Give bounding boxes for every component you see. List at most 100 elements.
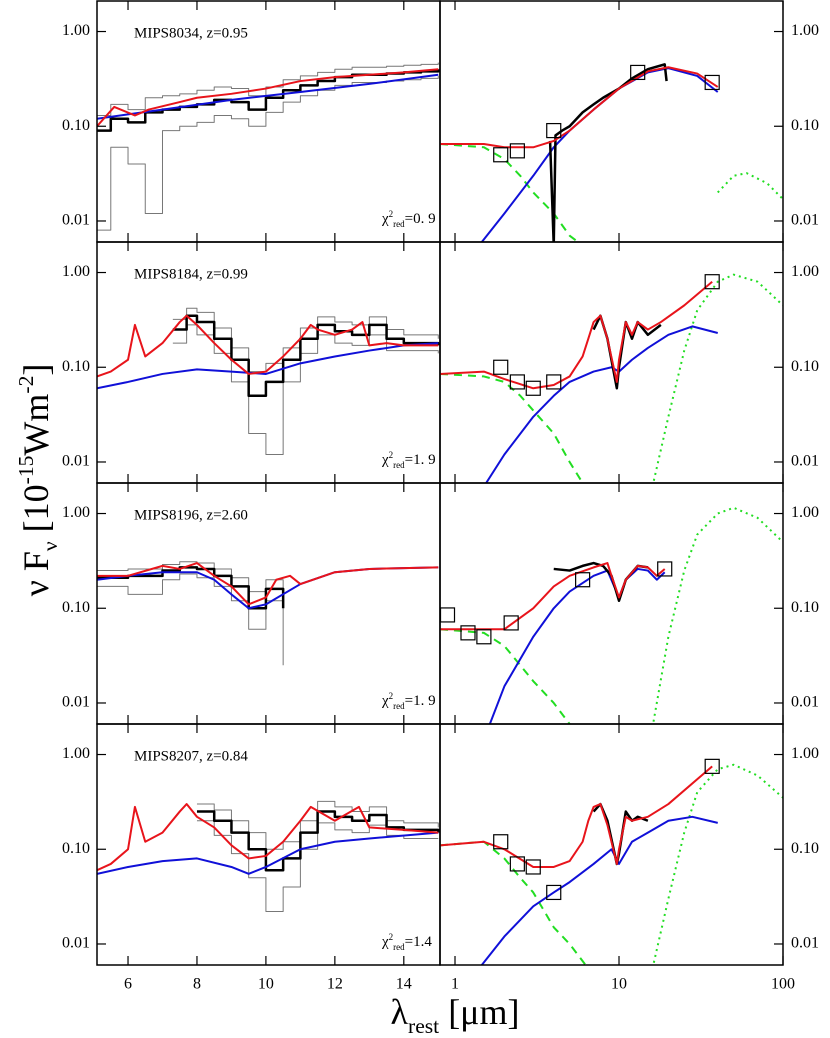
x-tick-label: 14 xyxy=(396,976,412,993)
panel xyxy=(440,273,783,483)
y-tick-label: 1.00 xyxy=(791,745,819,762)
panel-title: MIPS8034, z=0.95 xyxy=(134,25,248,41)
panel-frame xyxy=(439,482,784,725)
panel-frame xyxy=(439,0,784,243)
spectrum-line xyxy=(97,573,284,666)
spectrum-line xyxy=(97,69,440,132)
y-tick-label: 0.01 xyxy=(62,212,90,229)
x-tick-label: 100 xyxy=(771,976,795,993)
label-part: 2 xyxy=(389,209,394,219)
spectrum-line xyxy=(97,803,439,872)
label-part: [10 xyxy=(16,484,56,541)
panel xyxy=(97,561,439,666)
panel xyxy=(440,63,783,242)
photometry-point xyxy=(546,122,562,139)
y-tick-label: 1.00 xyxy=(791,22,819,39)
spectrum-line xyxy=(97,73,439,120)
photometry-point xyxy=(525,859,541,875)
y-tick-label: 1.00 xyxy=(62,504,90,521)
label-part: [μm] xyxy=(439,992,519,1032)
spectrum-line xyxy=(172,314,440,398)
y-tick-label: 1.00 xyxy=(62,22,90,39)
panel xyxy=(440,506,783,724)
x-tick-label: 10 xyxy=(611,976,627,993)
label-part: rest xyxy=(408,1014,439,1038)
panel xyxy=(97,62,440,231)
spectrum-line xyxy=(440,765,713,868)
spectrum-line xyxy=(97,68,439,127)
y-tick-label: 0.01 xyxy=(791,212,819,229)
y-tick-label: 0.01 xyxy=(791,453,819,470)
x-tick-label: 10 xyxy=(258,976,274,993)
spectrum-line xyxy=(488,567,666,724)
chi-label: χ2red=1. 9 xyxy=(381,691,436,711)
x-tick-label: 8 xyxy=(193,976,201,993)
spectrum-line xyxy=(440,840,587,965)
y-tick-label: 0.01 xyxy=(791,694,819,711)
chi-label: χ2red=1.4 xyxy=(381,932,432,952)
x-tick-label: 12 xyxy=(327,976,343,993)
spectrum-line xyxy=(97,566,285,610)
photometry-point xyxy=(493,359,509,375)
x-tick-label: 1 xyxy=(451,976,459,993)
photometry-point xyxy=(509,143,525,159)
panel-title: MIPS8196, z=2.60 xyxy=(134,507,248,523)
y-tick-label: 0.10 xyxy=(791,358,819,375)
photometry-point xyxy=(460,625,476,641)
y-tick-label: 1.00 xyxy=(791,504,819,521)
x-tick-label: 6 xyxy=(124,976,132,993)
spectrum-line xyxy=(548,63,668,242)
spectrum-line xyxy=(480,815,718,965)
y-tick-label: 0.01 xyxy=(62,935,90,952)
spectrum-line xyxy=(97,314,439,378)
label-part: -2 xyxy=(14,376,38,394)
photometry-point xyxy=(630,64,646,81)
spectrum-line xyxy=(196,810,440,872)
spectrum-line xyxy=(440,280,713,390)
photometry-point xyxy=(476,629,492,645)
label-part: ν xyxy=(38,541,62,551)
label-part: χ xyxy=(381,693,389,709)
photometry-point xyxy=(493,834,509,850)
photometry-point xyxy=(503,615,519,631)
y-tick-label: 1.00 xyxy=(62,263,90,280)
label-part: λ xyxy=(391,992,409,1032)
y-tick-label: 0.10 xyxy=(62,117,90,134)
photometry-point xyxy=(704,274,720,290)
label-part: red xyxy=(393,701,405,711)
label-part: =1. 9 xyxy=(405,452,436,468)
spectrum-line xyxy=(440,562,666,631)
y-tick-label: 0.10 xyxy=(62,599,90,616)
y-tick-label: 0.01 xyxy=(62,453,90,470)
label-part: χ xyxy=(381,211,389,227)
label-part: -15 xyxy=(14,456,38,485)
photometry-point xyxy=(704,74,720,91)
spectrum-line xyxy=(652,273,783,483)
panel xyxy=(97,800,440,913)
spectrum-line xyxy=(440,142,580,242)
spectrum-line xyxy=(592,802,649,866)
photometry-point xyxy=(546,374,562,390)
spectrum-line xyxy=(440,372,584,483)
y-tick-label: 1.00 xyxy=(62,745,90,762)
label-part: χ xyxy=(381,452,389,468)
photometry-point xyxy=(704,758,720,774)
spectrum-line xyxy=(440,66,719,149)
y-axis-label: ν Fν [10-15Wm-2] xyxy=(14,364,62,597)
chi-label: χ2red=0. 9 xyxy=(381,209,436,229)
photometry-point xyxy=(546,884,562,901)
spectrum-line xyxy=(97,62,439,116)
spectrum-line xyxy=(97,562,439,606)
photometry-point xyxy=(509,374,525,390)
photometry-point xyxy=(525,380,541,396)
spectrum-line xyxy=(553,561,649,603)
label-part: =0. 9 xyxy=(405,211,436,227)
label-part: Wm xyxy=(16,394,56,456)
spectrum-line xyxy=(652,506,783,724)
spectrum-line xyxy=(484,325,718,483)
label-part: 2 xyxy=(389,450,394,460)
panel-title: MIPS8184, z=0.99 xyxy=(134,266,248,282)
y-tick-label: 0.01 xyxy=(791,935,819,952)
y-tick-label: 0.01 xyxy=(62,694,90,711)
